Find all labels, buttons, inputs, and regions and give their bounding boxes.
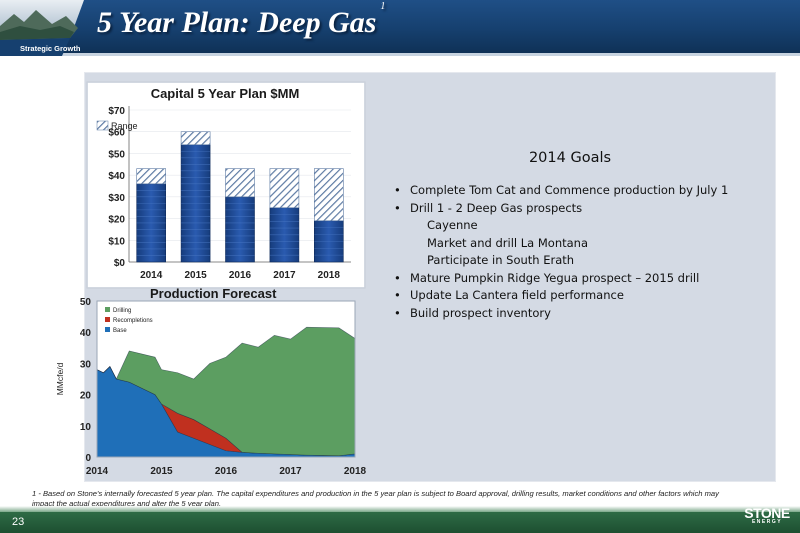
y-tick-label: 0 bbox=[85, 453, 91, 464]
x-tick-label: 2014 bbox=[86, 466, 109, 477]
production-forecast-chart: 0 10 20 30 40 50 2014 2015 2016 2017 2018 MMcfe/d… bbox=[55, 285, 367, 480]
x-tick-label: 2016 bbox=[229, 270, 252, 281]
y-tick-label: $30 bbox=[108, 193, 125, 204]
header-banner: 5 Year Plan: Deep Gas 1 Strategic Growth bbox=[0, 0, 800, 56]
legend-label-recompletions: Recompletions bbox=[113, 318, 153, 324]
goal-sub-item: Participate in South Erath bbox=[427, 253, 575, 267]
section-label: Strategic Growth bbox=[20, 44, 81, 53]
capital-range-bar bbox=[180, 131, 211, 146]
x-tick-label: 2017 bbox=[279, 466, 302, 477]
page-number: 23 bbox=[12, 516, 25, 528]
y-tick-label: $40 bbox=[108, 171, 125, 182]
x-tick-label: 2015 bbox=[150, 466, 173, 477]
legend-swatch-drilling bbox=[105, 307, 110, 312]
y-tick-label: 10 bbox=[80, 422, 92, 433]
goal-item: Build prospect inventory bbox=[390, 305, 770, 323]
x-tick-label: 2016 bbox=[215, 466, 238, 477]
production-chart-title: Production Forecast bbox=[150, 286, 277, 301]
capital-chart-title: Capital 5 Year Plan $MM bbox=[151, 86, 300, 101]
production-legend: Drilling Recompletions Base bbox=[105, 307, 153, 334]
footnote: 1 - Based on Stone's internally forecast… bbox=[32, 489, 719, 508]
y-tick-label: $10 bbox=[108, 236, 125, 247]
goals-list: Complete Tom Cat and Commence production… bbox=[390, 182, 770, 322]
x-tick-label: 2018 bbox=[318, 270, 341, 281]
production-chart-svg: 0 10 20 30 40 50 2014 2015 2016 2017 2018 MMcfe/d… bbox=[55, 297, 367, 477]
y-tick-label: $0 bbox=[114, 258, 126, 269]
production-y-axis-label: MMcfe/d bbox=[55, 362, 65, 395]
y-tick-label: 50 bbox=[80, 297, 92, 308]
legend-swatch-base bbox=[105, 327, 110, 332]
range-legend-label: Range bbox=[111, 121, 138, 131]
y-tick-label: $50 bbox=[108, 149, 125, 160]
y-tick-label: $60 bbox=[108, 128, 125, 139]
stone-energy-logo: STONE ENERGY bbox=[744, 505, 790, 525]
goal-sub-item: Cayenne bbox=[427, 218, 478, 232]
goal-item: Complete Tom Cat and Commence production… bbox=[390, 182, 770, 200]
landscape-logo bbox=[0, 0, 90, 56]
capital-range-bar bbox=[314, 168, 344, 222]
footer-swoosh bbox=[0, 506, 800, 514]
footer-bar bbox=[0, 512, 800, 533]
y-tick-label: $20 bbox=[108, 215, 125, 226]
y-tick-label: 30 bbox=[80, 359, 92, 370]
goal-item: Update La Cantera field performance bbox=[390, 287, 770, 305]
y-tick-label: $70 bbox=[108, 106, 125, 117]
capital-bar-chart-svg: Capital 5 Year Plan $MM $0 $10 $20 $30 $40 $5… bbox=[86, 81, 366, 289]
capital-range-bar bbox=[225, 168, 255, 198]
y-tick-label: 20 bbox=[80, 391, 92, 402]
page-title: 5 Year Plan: Deep Gas 1 bbox=[97, 1, 386, 39]
goals-heading: 2014 Goals bbox=[528, 150, 612, 166]
goal-sub-item: Market and drill La Montana bbox=[427, 235, 588, 250]
goals-section: 2014 Goals Complete Tom Cat and Commence… bbox=[390, 150, 770, 322]
capital-range-bar bbox=[136, 168, 167, 185]
capital-bar-chart: Capital 5 Year Plan $MM $0 $10 $20 $30 $40 $5… bbox=[86, 81, 366, 289]
x-tick-label: 2017 bbox=[273, 270, 296, 281]
capital-range-bar bbox=[269, 168, 300, 209]
legend-label-base: Base bbox=[113, 328, 127, 334]
x-tick-label: 2015 bbox=[184, 270, 207, 281]
x-tick-label: 2018 bbox=[344, 466, 367, 477]
x-tick-label: 2014 bbox=[140, 270, 163, 281]
range-legend-swatch bbox=[96, 120, 109, 131]
legend-label-drilling: Drilling bbox=[113, 308, 131, 314]
goal-item: Drill 1 - 2 Deep Gas prospects bbox=[390, 200, 770, 218]
legend-swatch-recompletions bbox=[105, 317, 110, 322]
y-tick-label: 40 bbox=[80, 328, 92, 339]
capital-legend: Range bbox=[96, 120, 138, 131]
goal-item: Mature Pumpkin Ridge Yegua prospect – 20… bbox=[390, 270, 770, 288]
